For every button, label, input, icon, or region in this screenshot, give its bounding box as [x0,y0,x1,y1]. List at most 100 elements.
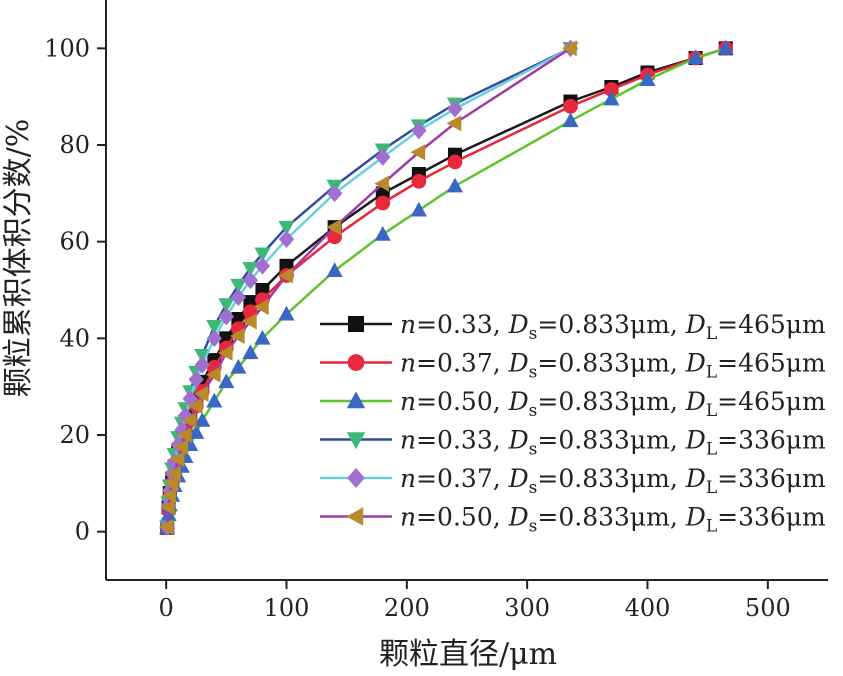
data-point [218,298,235,313]
data-point [160,499,175,516]
data-point [206,319,223,335]
data-point [717,39,734,55]
data-point [604,82,619,97]
series-4 [159,42,579,536]
data-point [411,173,427,189]
data-point [278,220,295,236]
series-6 [158,40,577,535]
data-point [374,175,390,192]
series-layer [158,39,734,536]
axes: 0 100 200 300 400 500 0 20 40 60 80 100 [44,0,828,622]
data-point [217,344,233,361]
data-point [194,412,211,427]
legend-marker [346,391,366,409]
y-tick-label: 20 [59,421,90,449]
legend-label: n=0.37, Ds=0.833μm, DL=465μm [400,349,826,383]
data-point [447,154,463,170]
series-line [165,47,572,527]
data-point [242,344,259,360]
y-tick-label: 0 [75,518,90,546]
data-point [411,121,427,140]
series-line [165,47,572,527]
data-point [173,439,189,456]
data-point [182,390,198,408]
data-point [375,148,391,166]
y-tick-label: 80 [59,131,90,159]
data-point [563,98,578,114]
series-5 [159,39,579,536]
y-axis-title: 颗粒累积体积分数/% [1,119,36,398]
data-point [326,184,343,203]
data-point [639,71,656,87]
data-point [254,247,271,263]
data-point [242,261,259,277]
legend-label: n=0.33, Ds=0.833μm, DL=336μm [400,426,826,460]
legend-entry-2: n=0.37, Ds=0.833μm, DL=465μm [320,349,826,383]
data-point [242,271,259,290]
legend-marker [348,316,364,332]
data-point [278,305,295,321]
data-point [218,307,235,326]
data-point [326,262,343,277]
data-point [326,219,341,236]
legend-label: n=0.37, Ds=0.833μm, DL=336μm [400,464,826,498]
data-point [230,288,247,306]
x-tick-label: 0 [159,594,174,622]
data-point [374,226,391,241]
data-point [174,421,190,439]
data-point [687,49,704,65]
x-tick-label: 400 [625,594,671,622]
data-point [447,100,463,118]
data-point [410,144,426,161]
data-point [177,426,192,444]
data-point [187,397,203,415]
legend-label: n=0.33, Ds=0.833μm, DL=465μm [400,310,826,344]
data-point [161,487,177,504]
data-point [278,267,293,284]
y-tick-label: 40 [59,324,90,352]
legend-marker [347,468,365,488]
legend-entry-6: n=0.50, Ds=0.833μm, DL=336μm [320,503,826,537]
data-point [206,392,223,408]
x-tick-label: 200 [384,594,430,622]
data-point [375,195,391,211]
data-point [206,329,222,348]
legend-entry-1: n=0.33, Ds=0.833μm, DL=465μm [320,310,826,344]
data-point [158,518,174,535]
data-point [230,358,247,374]
data-point [194,356,210,374]
legend-entry-4: n=0.33, Ds=0.833μm, DL=336μm [320,426,826,460]
legend-marker [346,432,366,450]
data-point [193,385,209,402]
legend-marker [347,354,365,371]
legend-entry-5: n=0.37, Ds=0.833μm, DL=336μm [320,464,826,498]
data-point [169,451,185,468]
data-point [410,201,427,217]
x-axis-title: 颗粒直径/μm [379,637,557,672]
y-tick-label: 100 [44,34,90,62]
x-tick-label: 100 [264,594,310,622]
x-tick-label: 500 [745,594,791,622]
data-point [446,177,464,193]
y-tick-label: 60 [59,228,90,256]
data-point [242,313,257,330]
legend: n=0.33, Ds=0.833μm, DL=465μm n=0.37, Ds=0… [320,310,826,537]
x-tick-label: 300 [504,594,550,622]
data-point [254,257,271,275]
data-point [254,298,269,315]
data-point [218,373,235,389]
data-point [229,327,245,344]
data-point [278,230,295,248]
data-point [188,424,205,439]
data-point [254,329,271,345]
legend-marker [346,507,364,526]
data-point [205,366,221,383]
data-point [188,370,204,389]
legend-label: n=0.50, Ds=0.833μm, DL=465μm [400,387,826,421]
data-point [230,278,247,294]
data-point [181,412,197,429]
legend-entry-3: n=0.50, Ds=0.833μm, DL=465μm [320,387,826,421]
data-point [163,475,179,492]
data-point [562,112,579,128]
